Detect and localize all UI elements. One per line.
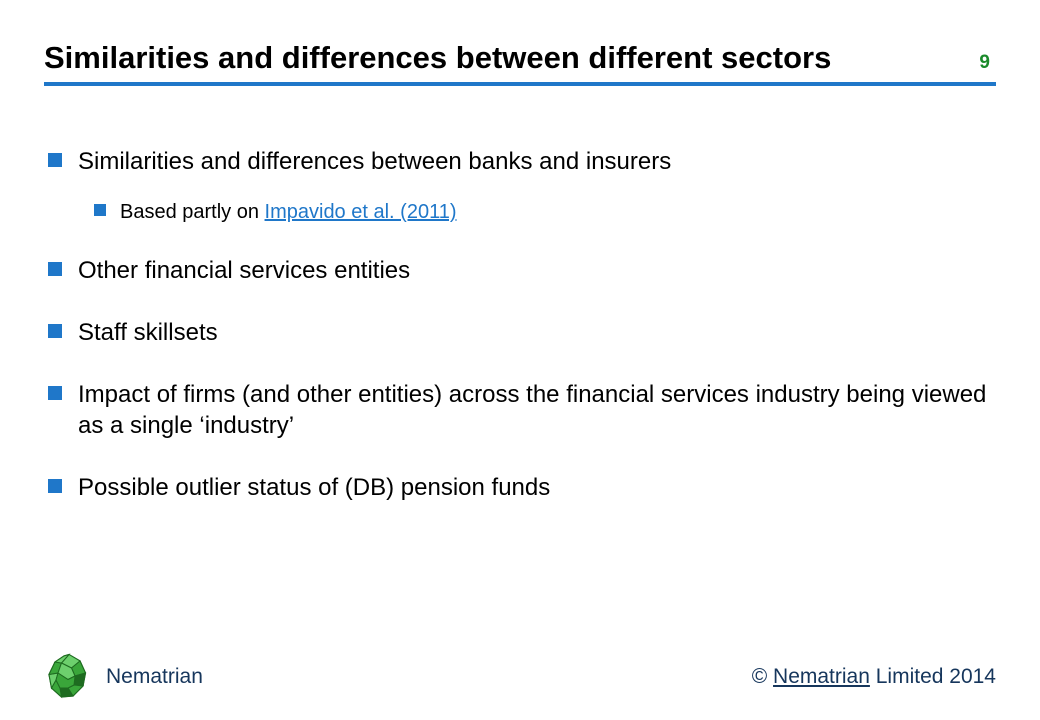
copyright-prefix: ©	[752, 665, 773, 688]
citation-link[interactable]: Impavido et al. (2011)	[265, 201, 457, 223]
list-item: Impact of firms (and other entities) acr…	[48, 379, 996, 442]
header-row: Similarities and differences between dif…	[44, 40, 996, 86]
brand-name: Nematrian	[106, 665, 203, 689]
square-bullet-icon	[94, 204, 106, 216]
list-item-text: Impact of firms (and other entities) acr…	[78, 379, 996, 442]
list-item: Possible outlier status of (DB) pension …	[48, 472, 996, 504]
slide-title: Similarities and differences between dif…	[44, 40, 831, 76]
list-item-text: Other financial services entities	[78, 255, 410, 287]
list-item-text: Staff skillsets	[78, 317, 218, 349]
square-bullet-icon	[48, 324, 62, 338]
list-item: Other financial services entities	[48, 255, 996, 287]
footer-copyright: © Nematrian Limited 2014	[752, 665, 996, 689]
square-bullet-icon	[48, 153, 62, 167]
content-body: Similarities and differences between ban…	[44, 146, 996, 504]
footer: Nematrian © Nematrian Limited 2014	[0, 652, 1040, 702]
sublist: Based partly on Impavido et al. (2011)	[94, 199, 996, 225]
sub-text-prefix: Based partly on	[120, 201, 265, 223]
list-item: Similarities and differences between ban…	[48, 146, 996, 178]
square-bullet-icon	[48, 262, 62, 276]
list-item-text: Similarities and differences between ban…	[78, 146, 671, 178]
slide-container: Similarities and differences between dif…	[0, 0, 1040, 720]
square-bullet-icon	[48, 386, 62, 400]
list-item: Based partly on Impavido et al. (2011)	[94, 199, 996, 225]
footer-left: Nematrian	[44, 652, 203, 702]
copyright-suffix: Limited 2014	[870, 665, 996, 688]
nematrian-logo-icon	[44, 652, 94, 702]
list-item-text: Possible outlier status of (DB) pension …	[78, 472, 550, 504]
copyright-brand-link[interactable]: Nematrian	[773, 665, 870, 688]
list-item-text: Based partly on Impavido et al. (2011)	[120, 199, 456, 225]
list-item: Staff skillsets	[48, 317, 996, 349]
square-bullet-icon	[48, 479, 62, 493]
page-number: 9	[979, 52, 996, 76]
